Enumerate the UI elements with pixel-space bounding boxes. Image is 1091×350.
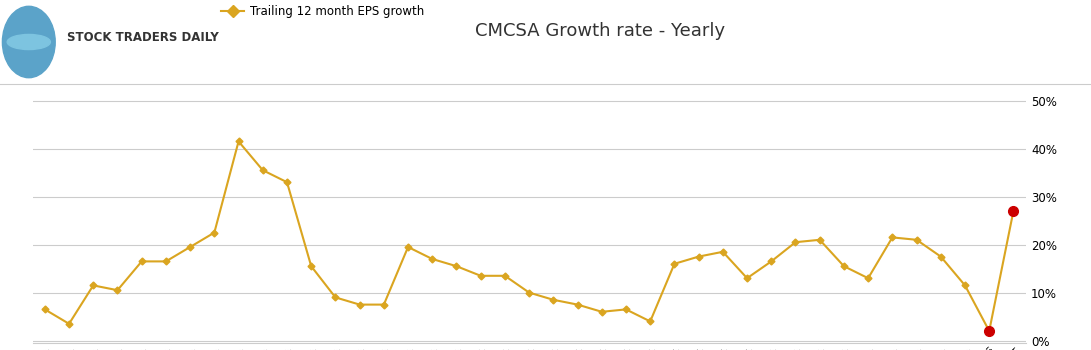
Legend: Trailing 12 month EPS growth: Trailing 12 month EPS growth	[217, 1, 428, 21]
Circle shape	[8, 34, 50, 50]
Text: CMCSA Growth rate - Yearly: CMCSA Growth rate - Yearly	[475, 22, 726, 41]
Ellipse shape	[2, 6, 56, 78]
Text: STOCK TRADERS DAILY: STOCK TRADERS DAILY	[68, 31, 219, 44]
